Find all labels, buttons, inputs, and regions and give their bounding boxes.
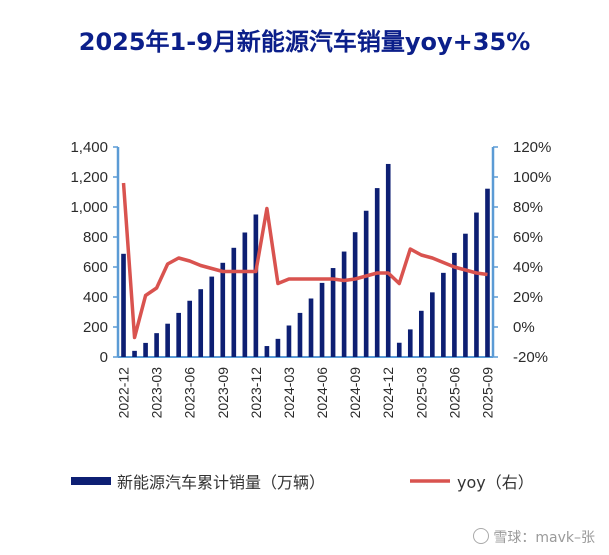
axes bbox=[113, 146, 498, 358]
left-tick-label: 400 bbox=[83, 289, 108, 306]
bar bbox=[253, 214, 259, 357]
left-tick-label: 1,400 bbox=[70, 139, 108, 156]
snowball-logo-icon bbox=[473, 528, 490, 544]
x-tick-label: 2024-06 bbox=[314, 367, 330, 419]
bar bbox=[275, 338, 281, 357]
bar bbox=[286, 325, 292, 357]
bar bbox=[308, 298, 314, 357]
left-tick-label: 0 bbox=[100, 349, 108, 366]
bar bbox=[474, 212, 479, 357]
bar bbox=[264, 346, 270, 357]
right-tick-label: 100% bbox=[513, 169, 551, 186]
right-tick-label: 20% bbox=[513, 289, 543, 306]
x-tick-label: 2023-06 bbox=[182, 367, 198, 419]
bar bbox=[363, 210, 369, 357]
bar bbox=[352, 232, 358, 357]
x-tick-label: 2024-09 bbox=[347, 367, 363, 419]
bar bbox=[242, 232, 248, 357]
x-tick-label: 2025-06 bbox=[446, 367, 462, 419]
bar bbox=[187, 300, 193, 357]
right-tick-label: 80% bbox=[513, 199, 543, 216]
legend-line-label: yoy（右） bbox=[457, 473, 534, 492]
x-tick-label: 2025-09 bbox=[479, 367, 495, 419]
bar bbox=[198, 289, 204, 357]
bar bbox=[209, 276, 215, 357]
x-tick-label: 2023-09 bbox=[215, 367, 231, 419]
chart-title: 2025年1-9月新能源汽车销量yoy+35% bbox=[78, 28, 531, 56]
left-tick-label: 600 bbox=[83, 259, 108, 276]
x-tick-label: 2025-03 bbox=[413, 367, 429, 419]
bar bbox=[396, 342, 402, 357]
bar bbox=[231, 247, 237, 357]
right-tick-label: 0% bbox=[513, 319, 535, 336]
watermark-text: 雪球：mavk–张 bbox=[493, 530, 595, 546]
tick-labels: 0 200 400 600 800 1,000 1,200 1,400 -20% 0% 20% 40%… bbox=[70, 139, 551, 418]
x-tick-label: 2022-12 bbox=[116, 367, 132, 419]
right-tick-label: 120% bbox=[513, 139, 551, 156]
bar bbox=[121, 253, 126, 357]
yoy-line bbox=[121, 182, 488, 340]
bar bbox=[418, 310, 424, 357]
x-tick-label: 2024-12 bbox=[380, 367, 396, 419]
bar bbox=[319, 282, 325, 357]
right-tick-label: 60% bbox=[513, 229, 543, 246]
yoy-line-series bbox=[121, 182, 488, 340]
bar bbox=[220, 262, 226, 357]
bar bbox=[430, 292, 435, 357]
bar bbox=[341, 251, 347, 357]
watermark: 雪球：mavk–张 bbox=[473, 527, 595, 547]
left-tick-label: 800 bbox=[83, 229, 108, 246]
x-tick-label: 2024-03 bbox=[281, 367, 297, 419]
bar bbox=[330, 268, 336, 357]
right-tick-label: -20% bbox=[513, 349, 548, 366]
bar bbox=[165, 323, 170, 357]
bar bbox=[452, 252, 457, 357]
bar bbox=[154, 333, 159, 357]
bar bbox=[297, 312, 303, 357]
bar bbox=[441, 272, 446, 357]
x-tick-label: 2023-03 bbox=[149, 367, 165, 419]
bar bbox=[385, 163, 391, 357]
bar bbox=[176, 312, 181, 357]
bar bbox=[132, 350, 137, 357]
bar bbox=[143, 342, 148, 357]
bar bbox=[407, 329, 413, 357]
legend-bar-swatch bbox=[71, 477, 111, 485]
bar bbox=[463, 233, 468, 357]
left-tick-label: 200 bbox=[83, 319, 108, 336]
right-tick-label: 40% bbox=[513, 259, 543, 276]
legend-bar-label: 新能源汽车累计销量（万辆） bbox=[117, 473, 325, 492]
bar-series bbox=[121, 163, 490, 357]
left-tick-label: 1,200 bbox=[70, 169, 108, 186]
left-tick-label: 1,000 bbox=[70, 199, 108, 216]
legend: 新能源汽车累计销量（万辆） yoy（右） bbox=[71, 473, 534, 492]
x-tick-label: 2023-12 bbox=[248, 367, 264, 419]
